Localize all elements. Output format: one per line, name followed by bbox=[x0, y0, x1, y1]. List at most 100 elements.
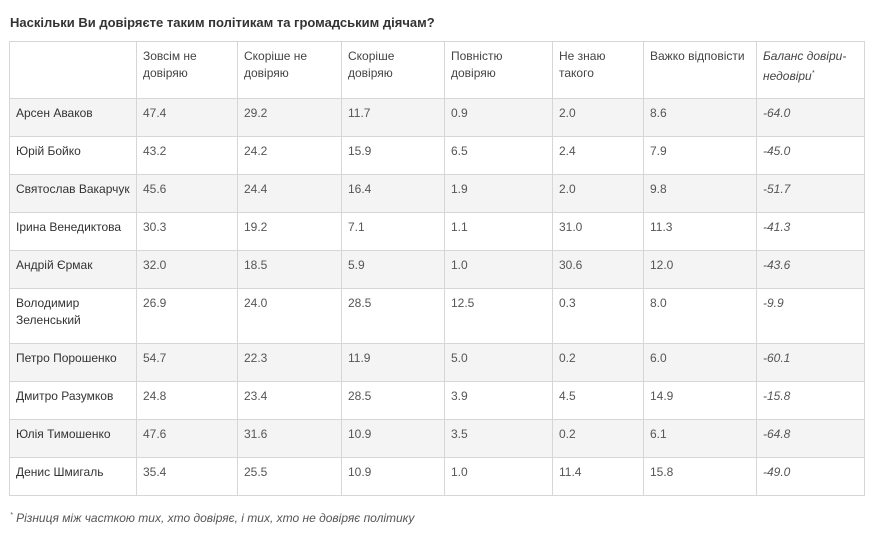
table-title: Наскільки Ви довіряєте таким політикам т… bbox=[10, 15, 435, 30]
politician-name: Денис Шмигаль bbox=[9, 457, 137, 496]
value-cell: 1.1 bbox=[444, 212, 553, 251]
value-cell: 1.0 bbox=[444, 250, 553, 289]
value-cell: 24.8 bbox=[136, 381, 238, 420]
balance-cell: -60.1 bbox=[756, 343, 865, 382]
value-cell: 31.0 bbox=[552, 212, 644, 251]
value-cell: 7.1 bbox=[341, 212, 445, 251]
balance-cell: -51.7 bbox=[756, 174, 865, 213]
value-cell: 23.4 bbox=[237, 381, 342, 420]
value-cell: 8.6 bbox=[643, 98, 757, 137]
table-row: Андрій Єрмак 32.0 18.5 5.9 1.0 30.6 12.0 -43.6 bbox=[9, 250, 865, 289]
header-cell: Не знаю такого bbox=[552, 41, 644, 99]
value-cell: 28.5 bbox=[341, 288, 445, 344]
value-cell: 45.6 bbox=[136, 174, 238, 213]
balance-cell: -15.8 bbox=[756, 381, 865, 420]
value-cell: 18.5 bbox=[237, 250, 342, 289]
value-cell: 0.3 bbox=[552, 288, 644, 344]
politician-name: Петро Порошенко bbox=[9, 343, 137, 382]
value-cell: 2.0 bbox=[552, 174, 644, 213]
politician-name: Юрій Бойко bbox=[9, 136, 137, 175]
value-cell: 10.9 bbox=[341, 419, 445, 458]
value-cell: 1.9 bbox=[444, 174, 553, 213]
value-cell: 8.0 bbox=[643, 288, 757, 344]
footnote-marker: * bbox=[10, 512, 13, 519]
header-cell-balance: Баланс довіри-недовіри* bbox=[756, 41, 865, 99]
value-cell: 22.3 bbox=[237, 343, 342, 382]
value-cell: 24.4 bbox=[237, 174, 342, 213]
header-cell: Зовсім не довіряю bbox=[136, 41, 238, 99]
value-cell: 7.9 bbox=[643, 136, 757, 175]
table-row: Юрій Бойко 43.2 24.2 15.9 6.5 2.4 7.9 -45.0 bbox=[9, 136, 865, 175]
politician-name: Арсен Аваков bbox=[9, 98, 137, 137]
table-row: Ірина Венедиктова 30.3 19.2 7.1 1.1 31.0 11.3-… bbox=[9, 212, 865, 251]
value-cell: 19.2 bbox=[237, 212, 342, 251]
footnote-marker: * bbox=[811, 70, 815, 77]
value-cell: 9.8 bbox=[643, 174, 757, 213]
value-cell: 15.8 bbox=[643, 457, 757, 496]
value-cell: 29.2 bbox=[237, 98, 342, 137]
header-cell: Скоріше не довіряю bbox=[237, 41, 342, 99]
value-cell: 3.5 bbox=[444, 419, 553, 458]
trust-table: Зовсім не довіряю Скоріше не довіряю Ско… bbox=[9, 41, 865, 496]
politician-name: Святослав Вакарчук bbox=[9, 174, 137, 213]
politician-name: Дмитро Разумков bbox=[9, 381, 137, 420]
value-cell: 11.9 bbox=[341, 343, 445, 382]
balance-cell: -64.0 bbox=[756, 98, 865, 137]
footnote: * Різниця між часткою тих, хто довіряє, … bbox=[10, 511, 414, 525]
value-cell: 1.0 bbox=[444, 457, 553, 496]
value-cell: 6.1 bbox=[643, 419, 757, 458]
value-cell: 0.9 bbox=[444, 98, 553, 137]
value-cell: 11.7 bbox=[341, 98, 445, 137]
value-cell: 3.9 bbox=[444, 381, 553, 420]
value-cell: 2.4 bbox=[552, 136, 644, 175]
value-cell: 4.5 bbox=[552, 381, 644, 420]
balance-cell: -64.8 bbox=[756, 419, 865, 458]
balance-cell: -49.0 bbox=[756, 457, 865, 496]
balance-cell: -9.9 bbox=[756, 288, 865, 344]
value-cell: 25.5 bbox=[237, 457, 342, 496]
header-cell: Повністю довіряю bbox=[444, 41, 553, 99]
value-cell: 12.5 bbox=[444, 288, 553, 344]
value-cell: 16.4 bbox=[341, 174, 445, 213]
value-cell: 30.3 bbox=[136, 212, 238, 251]
value-cell: 47.4 bbox=[136, 98, 238, 137]
balance-cell: -43.6 bbox=[756, 250, 865, 289]
value-cell: 5.0 bbox=[444, 343, 553, 382]
table-row: Петро Порошенко 54.7 22.3 11.9 5.0 0.2 6.0 -60.… bbox=[9, 343, 865, 382]
header-row: Зовсім не довіряю Скоріше не довіряю Ско… bbox=[9, 41, 865, 99]
table-row: Арсен Аваков 47.4 29.2 11.7 0.9 2.0 8.6 -64.0 bbox=[9, 98, 865, 137]
balance-cell: -41.3 bbox=[756, 212, 865, 251]
table-row: Святослав Вакарчук 45.6 24.4 16.4 1.9 2.0 9.8-… bbox=[9, 174, 865, 213]
value-cell: 54.7 bbox=[136, 343, 238, 382]
value-cell: 26.9 bbox=[136, 288, 238, 344]
value-cell: 0.2 bbox=[552, 419, 644, 458]
value-cell: 47.6 bbox=[136, 419, 238, 458]
politician-name: Андрій Єрмак bbox=[9, 250, 137, 289]
value-cell: 28.5 bbox=[341, 381, 445, 420]
value-cell: 11.3 bbox=[643, 212, 757, 251]
header-cell-name bbox=[9, 41, 137, 99]
value-cell: 31.6 bbox=[237, 419, 342, 458]
table-row: Дмитро Разумков 24.8 23.4 28.5 3.9 4.5 14.9 -15… bbox=[9, 381, 865, 420]
value-cell: 15.9 bbox=[341, 136, 445, 175]
value-cell: 32.0 bbox=[136, 250, 238, 289]
politician-name: Ірина Венедиктова bbox=[9, 212, 137, 251]
table-row: Денис Шмигаль 35.4 25.5 10.9 1.0 11.4 15.8 -49.… bbox=[9, 457, 865, 496]
value-cell: 0.2 bbox=[552, 343, 644, 382]
table-row: Юлія Тимошенко 47.6 31.6 10.9 3.5 0.2 6.1 -64.8 bbox=[9, 419, 865, 458]
table-row: Володимир Зеленський 26.9 24.0 28.5 12.5 0.3 8… bbox=[9, 288, 865, 344]
politician-name: Володимир Зеленський bbox=[9, 288, 137, 344]
balance-cell: -45.0 bbox=[756, 136, 865, 175]
value-cell: 12.0 bbox=[643, 250, 757, 289]
header-cell: Важко відповісти bbox=[643, 41, 757, 99]
footnote-text: Різниця між часткою тих, хто довіряє, і … bbox=[16, 511, 415, 525]
value-cell: 2.0 bbox=[552, 98, 644, 137]
value-cell: 35.4 bbox=[136, 457, 238, 496]
header-cell: Скоріше довіряю bbox=[341, 41, 445, 99]
value-cell: 6.0 bbox=[643, 343, 757, 382]
value-cell: 24.2 bbox=[237, 136, 342, 175]
value-cell: 11.4 bbox=[552, 457, 644, 496]
value-cell: 43.2 bbox=[136, 136, 238, 175]
politician-name: Юлія Тимошенко bbox=[9, 419, 137, 458]
value-cell: 5.9 bbox=[341, 250, 445, 289]
